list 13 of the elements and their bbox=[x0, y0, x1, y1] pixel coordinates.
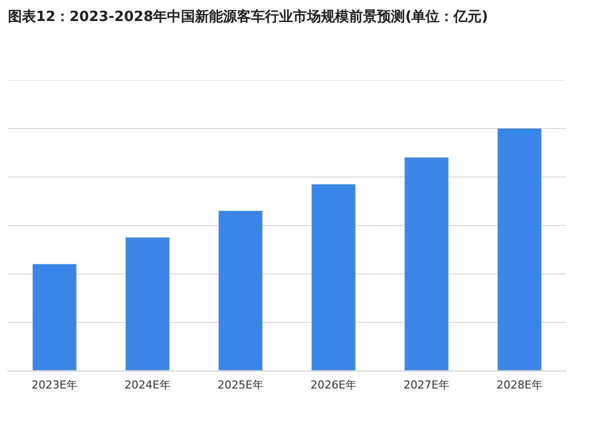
bar bbox=[498, 128, 542, 370]
bar bbox=[404, 158, 448, 370]
x-tick-label: 2025E年 bbox=[218, 378, 264, 392]
bar bbox=[32, 264, 76, 370]
x-tick-label: 2027E年 bbox=[404, 378, 450, 392]
bar bbox=[312, 184, 356, 370]
x-tick-label: 2024E年 bbox=[124, 378, 170, 392]
bar bbox=[126, 238, 170, 370]
x-tick-label: 2023E年 bbox=[32, 378, 78, 392]
x-tick-label: 2028E年 bbox=[496, 378, 542, 392]
x-tick-label: 2026E年 bbox=[310, 378, 356, 392]
chart-title: 图表12：2023-2028年中国新能源客车行业市场规模前景预测(单位：亿元) bbox=[8, 8, 488, 26]
bar bbox=[218, 210, 262, 370]
